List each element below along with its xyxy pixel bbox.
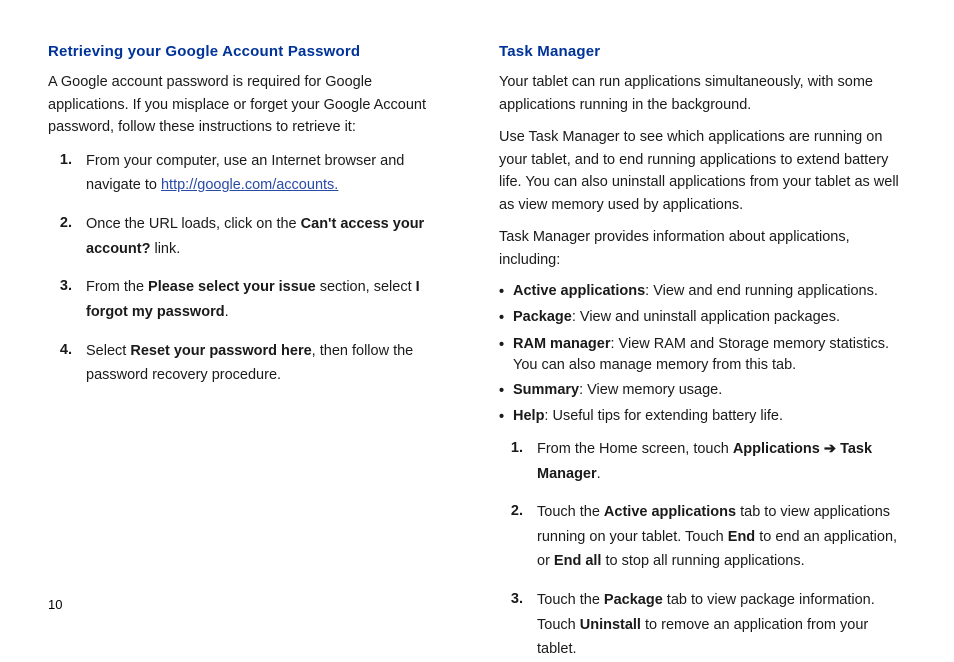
right-steps: 1. From the Home screen, touch Applicati… <box>499 437 906 662</box>
bullet-desc: : View memory usage. <box>579 382 722 398</box>
step-body: Select Reset your password here, then fo… <box>86 339 455 388</box>
bold-text: Active applications <box>604 504 736 520</box>
bullet-item: • Summary: View memory usage. <box>499 380 906 402</box>
bold-text: End <box>728 529 755 545</box>
text: Touch the <box>537 592 604 608</box>
step-body: From the Please select your issue sectio… <box>86 275 455 324</box>
bold-text: Applications <box>733 441 820 457</box>
bullet-item: • Help: Useful tips for extending batter… <box>499 406 906 428</box>
list-item: 3. From the Please select your issue sec… <box>52 275 455 324</box>
step-number: 2. <box>503 500 537 574</box>
step-body: Touch the Package tab to view package in… <box>537 588 906 662</box>
text: . <box>597 466 601 482</box>
right-column: Task Manager Your tablet can run applica… <box>499 40 906 616</box>
list-item: 2. Once the URL loads, click on the Can'… <box>52 212 455 261</box>
paragraph: Task Manager provides information about … <box>499 226 906 271</box>
list-item: 4. Select Reset your password here, then… <box>52 339 455 388</box>
bold-text: Uninstall <box>580 617 641 633</box>
step-number: 1. <box>52 149 86 198</box>
bullet-desc: : Useful tips for extending battery life… <box>544 408 783 424</box>
bullet-list: • Active applications: View and end runn… <box>499 281 906 429</box>
text: link. <box>150 241 180 257</box>
left-intro: A Google account password is required fo… <box>48 71 455 138</box>
bold-text: End all <box>554 553 602 569</box>
bold-text: Reset your password here <box>130 343 311 359</box>
bullet-item: • Package: View and uninstall applicatio… <box>499 307 906 329</box>
list-item: 1. From your computer, use an Internet b… <box>52 149 455 198</box>
left-heading: Retrieving your Google Account Password <box>48 40 455 63</box>
bullet-label: Active applications <box>513 283 645 299</box>
text: section, select <box>316 279 416 295</box>
bullet-label: Summary <box>513 382 579 398</box>
bullet-dot: • <box>499 281 513 303</box>
text: Select <box>86 343 130 359</box>
step-number: 3. <box>52 275 86 324</box>
bullet-body: Help: Useful tips for extending battery … <box>513 406 906 428</box>
step-body: Touch the Active applications tab to vie… <box>537 500 906 574</box>
bullet-item: • Active applications: View and end runn… <box>499 281 906 303</box>
text: . <box>225 304 229 320</box>
text: From the Home screen, touch <box>537 441 733 457</box>
bullet-label: Help <box>513 408 544 424</box>
bullet-dot: • <box>499 406 513 428</box>
paragraph: Use Task Manager to see which applicatio… <box>499 126 906 216</box>
paragraph: Your tablet can run applications simulta… <box>499 71 906 116</box>
bullet-desc: : View and uninstall application package… <box>572 309 840 325</box>
bullet-dot: • <box>499 307 513 329</box>
left-steps: 1. From your computer, use an Internet b… <box>48 149 455 388</box>
bullet-dot: • <box>499 334 513 376</box>
bullet-body: Active applications: View and end runnin… <box>513 281 906 303</box>
list-item: 2. Touch the Active applications tab to … <box>503 500 906 574</box>
step-number: 1. <box>503 437 537 486</box>
bullet-label: RAM manager <box>513 336 611 352</box>
arrow-icon: ➔ <box>820 441 840 457</box>
text: From the <box>86 279 148 295</box>
bullet-body: RAM manager: View RAM and Storage memory… <box>513 334 906 376</box>
text: Once the URL loads, click on the <box>86 216 301 232</box>
step-body: Once the URL loads, click on the Can't a… <box>86 212 455 261</box>
step-number: 3. <box>503 588 537 662</box>
bullet-item: • RAM manager: View RAM and Storage memo… <box>499 334 906 376</box>
bullet-body: Package: View and uninstall application … <box>513 307 906 329</box>
bullet-dot: • <box>499 380 513 402</box>
step-body: From your computer, use an Internet brow… <box>86 149 455 198</box>
step-body: From the Home screen, touch Applications… <box>537 437 906 486</box>
text: to stop all running applications. <box>601 553 804 569</box>
list-item: 3. Touch the Package tab to view package… <box>503 588 906 662</box>
list-item: 1. From the Home screen, touch Applicati… <box>503 437 906 486</box>
right-heading: Task Manager <box>499 40 906 63</box>
step-number: 4. <box>52 339 86 388</box>
bullet-desc: : View and end running applications. <box>645 283 878 299</box>
step-number: 2. <box>52 212 86 261</box>
page-number: 10 <box>48 597 62 612</box>
page-container: Retrieving your Google Account Password … <box>0 0 954 636</box>
bold-text: Please select your issue <box>148 279 316 295</box>
accounts-link[interactable]: http://google.com/accounts. <box>161 177 338 193</box>
text: Touch the <box>537 504 604 520</box>
bold-text: Package <box>604 592 663 608</box>
bullet-label: Package <box>513 309 572 325</box>
left-column: Retrieving your Google Account Password … <box>48 40 455 616</box>
bullet-body: Summary: View memory usage. <box>513 380 906 402</box>
